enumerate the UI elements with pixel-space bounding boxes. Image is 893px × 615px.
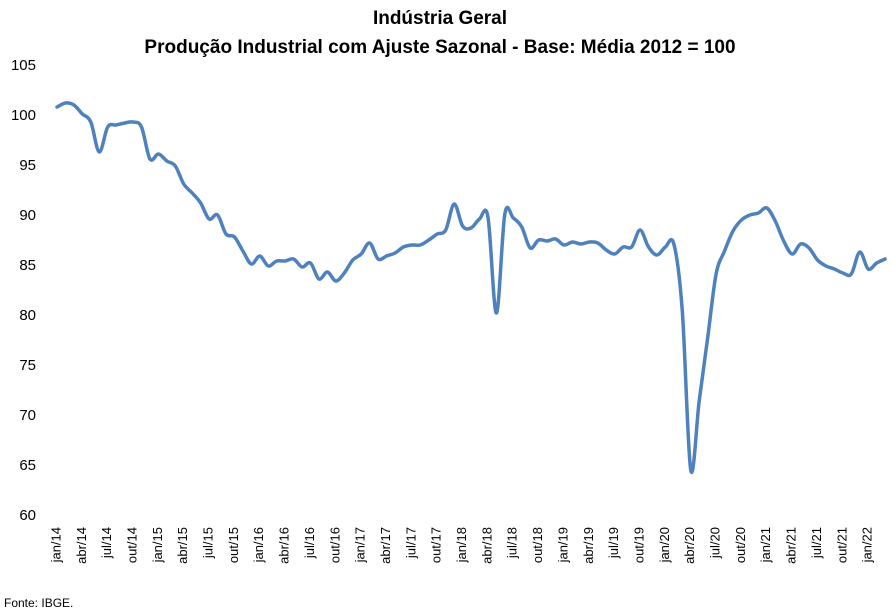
- x-tick-label: jan/19: [555, 527, 570, 563]
- x-tick-label: jul/18: [505, 527, 520, 559]
- y-tick-label: 60: [19, 507, 36, 524]
- x-tick-label: out/18: [530, 527, 545, 563]
- x-tick-label: out/16: [327, 527, 342, 563]
- y-tick-label: 85: [19, 257, 36, 274]
- y-tick-label: 95: [19, 157, 36, 174]
- y-tick-label: 80: [19, 307, 36, 324]
- x-tick-label: jul/19: [606, 527, 621, 559]
- y-tick-label: 100: [11, 107, 36, 124]
- x-tick-label: out/17: [429, 527, 444, 563]
- x-tick-label: jan/22: [860, 527, 875, 563]
- x-tick-label: jul/15: [201, 527, 216, 559]
- x-tick-label: abr/15: [175, 527, 190, 564]
- x-tick-label: abr/14: [74, 527, 89, 564]
- x-tick-label: jul/16: [302, 527, 317, 559]
- x-tick-label: abr/18: [479, 527, 494, 564]
- series-line: [55, 101, 887, 475]
- y-tick-label: 90: [19, 207, 36, 224]
- x-tick-label: jan/16: [251, 527, 266, 563]
- x-tick-label: abr/19: [581, 527, 596, 564]
- source-note: Fonte: IBGE.: [4, 596, 73, 610]
- x-tick-label: abr/17: [378, 527, 393, 564]
- x-tick-label: jul/21: [809, 527, 824, 559]
- chart-subtitle: Produção Industrial com Ajuste Sazonal -…: [144, 37, 735, 58]
- x-tick-label: jan/20: [657, 527, 672, 563]
- x-tick-label: abr/16: [277, 527, 292, 564]
- x-tick-label: out/15: [226, 527, 241, 563]
- y-tick-label: 75: [19, 357, 36, 374]
- x-tick-label: abr/20: [682, 527, 697, 564]
- x-tick-label: jan/14: [48, 527, 63, 563]
- x-tick-label: jan/15: [150, 527, 165, 563]
- x-tick-label: out/20: [733, 527, 748, 563]
- x-tick-label: jan/21: [758, 527, 773, 563]
- y-tick-label: 65: [19, 457, 36, 474]
- x-tick-label: out/19: [631, 527, 646, 563]
- x-tick-label: out/21: [834, 527, 849, 563]
- y-tick-label: 70: [19, 407, 36, 424]
- x-tick-label: jul/17: [403, 527, 418, 559]
- y-tick-label: 105: [11, 57, 36, 74]
- x-tick-label: jul/20: [708, 527, 723, 559]
- x-tick-label: out/14: [124, 527, 139, 563]
- x-tick-label: abr/21: [784, 527, 799, 564]
- x-tick-label: jan/17: [353, 527, 368, 563]
- x-tick-label: jan/18: [454, 527, 469, 563]
- chart-title: Indústria Geral: [373, 8, 507, 29]
- x-tick-label: jul/14: [99, 527, 114, 559]
